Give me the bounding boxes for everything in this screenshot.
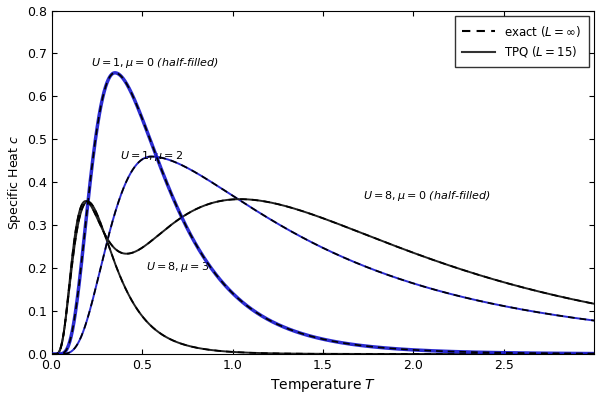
Text: $U = 8, \mu = 3$: $U = 8, \mu = 3$ [146, 260, 209, 274]
Text: $U = 1, \mu = 2$: $U = 1, \mu = 2$ [121, 149, 184, 163]
X-axis label: Temperature $T$: Temperature $T$ [270, 378, 376, 394]
Legend: exact ($L=\infty$), TPQ ($L=15$): exact ($L=\infty$), TPQ ($L=15$) [455, 16, 589, 66]
Y-axis label: Specific Heat $c$: Specific Heat $c$ [5, 135, 23, 230]
Text: $U = 1, \mu = 0$ (half-filled): $U = 1, \mu = 0$ (half-filled) [91, 56, 219, 70]
Text: $U = 8, \mu = 0$ (half-filled): $U = 8, \mu = 0$ (half-filled) [363, 190, 490, 204]
